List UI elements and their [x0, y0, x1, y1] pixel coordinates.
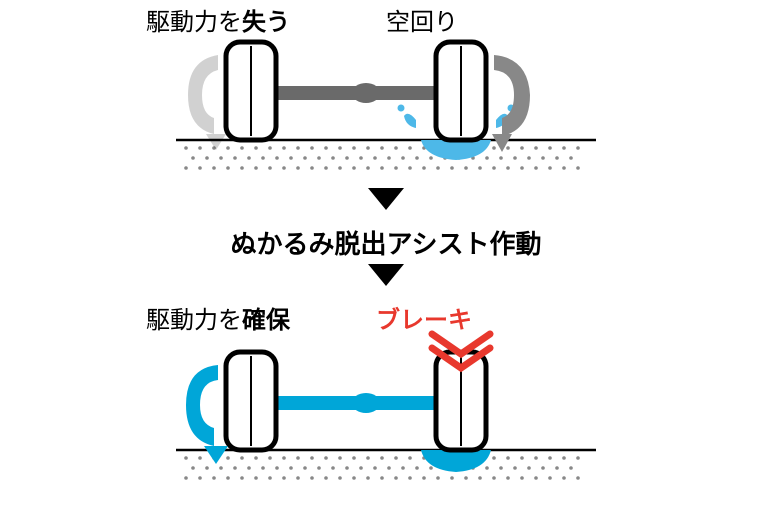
rotation-arrow-right-spin	[492, 55, 530, 152]
ground-texture-bottom	[184, 456, 580, 480]
axle-bottom	[146, 300, 626, 500]
down-arrow-2	[368, 264, 404, 286]
center-label: ぬかるみ脱出アシスト作動	[231, 224, 542, 261]
stage-bottom: 駆動力を確保 ブレーキ	[146, 300, 626, 500]
rotation-arrow-left-faint	[188, 55, 226, 150]
wheel-left-top	[226, 42, 276, 140]
stage-top: 駆動力を失う 空回り	[146, 0, 626, 180]
ground-texture-top	[184, 146, 580, 170]
wheel-right-top	[436, 42, 486, 140]
down-arrow-1	[368, 188, 404, 210]
wheel-left-bottom	[226, 352, 276, 450]
axle-top	[146, 0, 626, 180]
